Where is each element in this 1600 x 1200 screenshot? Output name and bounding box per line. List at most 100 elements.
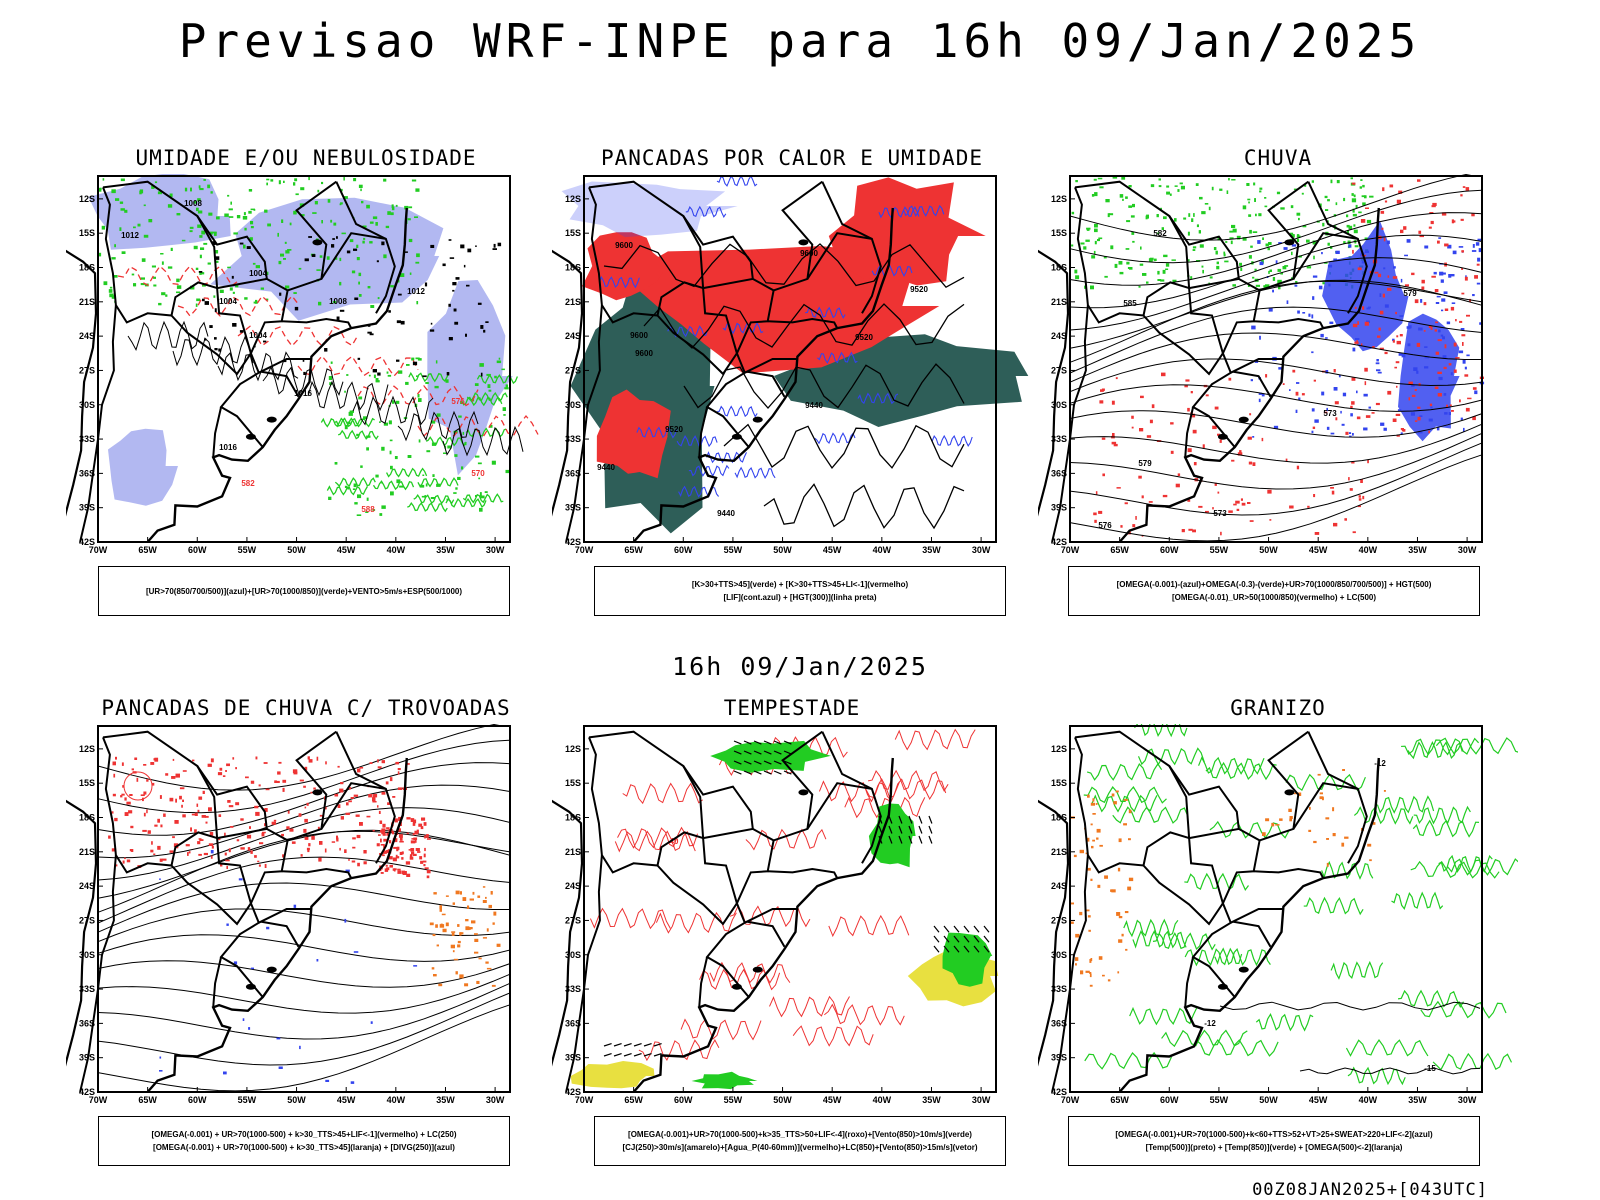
- humidity-green-speck: [248, 210, 252, 214]
- lat-label: 30S: [79, 950, 95, 960]
- rain-green-speck: [1232, 228, 1237, 233]
- panel-title: PANCADAS DE CHUVA C/ TROVOADAS: [101, 696, 511, 720]
- isobar-label: 1008: [184, 199, 202, 208]
- lc250-streamline: [97, 724, 500, 791]
- lat-label: 21S: [1051, 847, 1067, 857]
- rain-green-speck: [1252, 276, 1255, 279]
- hgt500-streamline: [1069, 279, 1483, 349]
- humidity-green-speck: [372, 509, 376, 511]
- border-line: [260, 920, 300, 948]
- thunder-red-speck: [147, 830, 151, 834]
- omega-red-speck: [1466, 314, 1470, 317]
- rain-green-speck: [1350, 177, 1353, 180]
- lc250-streamline: [97, 973, 511, 1014]
- omega500-orange-speck: [1089, 973, 1092, 978]
- omega-red-speck: [1455, 319, 1457, 322]
- wind-vector: [743, 740, 752, 745]
- wind-vector: [743, 770, 752, 775]
- panel-granizo: GRANIZO -12 -15 -12 12S 15S 18S 21S 24S 27S 30S 33…: [1038, 696, 1518, 1176]
- rain-green-speck: [1202, 269, 1204, 274]
- thunder-red-speck: [249, 826, 251, 829]
- omega-blue-speck: [1320, 333, 1324, 338]
- rain-green-speck: [1311, 180, 1314, 183]
- border-line: [806, 232, 882, 314]
- humidity-green-speck: [317, 189, 320, 193]
- omega-blue-speck: [1424, 346, 1428, 348]
- humidity-green-speck: [212, 231, 217, 234]
- thunder-red-speck: [410, 848, 415, 852]
- omega-blue-speck: [1400, 432, 1403, 435]
- wind-arrow: [381, 241, 385, 246]
- thunder-red-speck: [282, 854, 285, 858]
- omega-red-speck: [1116, 487, 1121, 489]
- thunder-red-speck: [190, 827, 192, 832]
- lat-label: 21S: [79, 297, 95, 307]
- omega500-orange-speck: [1118, 838, 1122, 843]
- omega500-orange-speck: [1085, 970, 1090, 973]
- thunder-red-speck: [225, 859, 230, 862]
- humidity-green-speck: [195, 303, 198, 307]
- humidity-green-speck: [362, 225, 367, 228]
- omega-red-speck: [1437, 240, 1440, 244]
- wind-vector: [773, 750, 782, 755]
- lon-label: 55W: [1210, 1095, 1229, 1105]
- humidity-green-speck: [153, 284, 157, 287]
- panel-title: UMIDADE E/OU NEBULOSIDADE: [135, 146, 477, 170]
- thunder-red-speck: [282, 779, 287, 783]
- lat-label: 18S: [565, 813, 581, 823]
- omega500-orange-speck: [1087, 915, 1091, 918]
- hgt500-streamline: [1069, 423, 1483, 464]
- thunder-red-speck: [169, 850, 174, 853]
- lon-label: 35W: [1408, 545, 1427, 555]
- rain-green-speck: [1112, 176, 1118, 179]
- lon-label: 40W: [1359, 545, 1378, 555]
- isobar-label: 1004: [249, 269, 267, 278]
- humidity-green-speck: [417, 358, 422, 361]
- thunder-red-speck: [225, 770, 227, 772]
- wind-arrow: [397, 293, 402, 296]
- humidity-green-speck: [453, 430, 458, 434]
- temp850-green-contour: [1353, 806, 1414, 825]
- border-line: [1051, 305, 1089, 543]
- wind-arrow: [446, 372, 450, 376]
- omega-red-speck: [1430, 220, 1434, 225]
- rain-green-speck: [1188, 213, 1191, 217]
- omega-red-speck: [1364, 381, 1367, 386]
- omega-red-speck: [1364, 321, 1369, 326]
- rain-green-speck: [1085, 239, 1090, 242]
- rain-green-speck: [1302, 225, 1307, 228]
- lat-label: 42S: [1051, 537, 1067, 547]
- thunder-red-speck: [399, 840, 404, 843]
- wind-arrow: [396, 359, 400, 362]
- omega-red-speck: [1387, 275, 1390, 278]
- humidity-green-speck: [308, 176, 310, 181]
- omega-red-speck: [1374, 271, 1379, 274]
- omega-blue-speck: [1327, 264, 1333, 268]
- thunder-red-speck: [120, 795, 123, 798]
- omega-blue-speck: [1430, 406, 1433, 409]
- humidity-green-speck: [479, 507, 483, 512]
- lon-label: 30W: [972, 545, 991, 555]
- omega-blue-speck: [1428, 418, 1433, 422]
- omega-blue-speck: [1379, 293, 1382, 297]
- wind-arrow: [404, 251, 408, 253]
- lif-blue-area: [561, 181, 738, 238]
- lc250-streamline: [97, 934, 511, 962]
- humidity-green-speck: [299, 203, 305, 207]
- rain-green-speck: [1130, 215, 1135, 218]
- humidity-green-speck: [329, 382, 333, 386]
- thickness-dashed-line: [297, 354, 419, 378]
- omega-red-speck: [1205, 394, 1209, 397]
- omega500-orange-speck: [1092, 798, 1095, 802]
- lon-label: 60W: [188, 545, 207, 555]
- humidity-green-speck: [285, 250, 290, 254]
- lon-label: 50W: [773, 1095, 792, 1105]
- thunder-red-speck: [240, 818, 244, 821]
- omega-red-speck: [1102, 473, 1105, 477]
- omega-red-speck: [1460, 218, 1464, 221]
- lake: [731, 983, 742, 990]
- rain-green-speck: [1237, 236, 1241, 240]
- thunder-orange-speck: [459, 974, 464, 979]
- thunder-red-speck: [163, 813, 166, 817]
- humidity-green-speck: [131, 273, 135, 276]
